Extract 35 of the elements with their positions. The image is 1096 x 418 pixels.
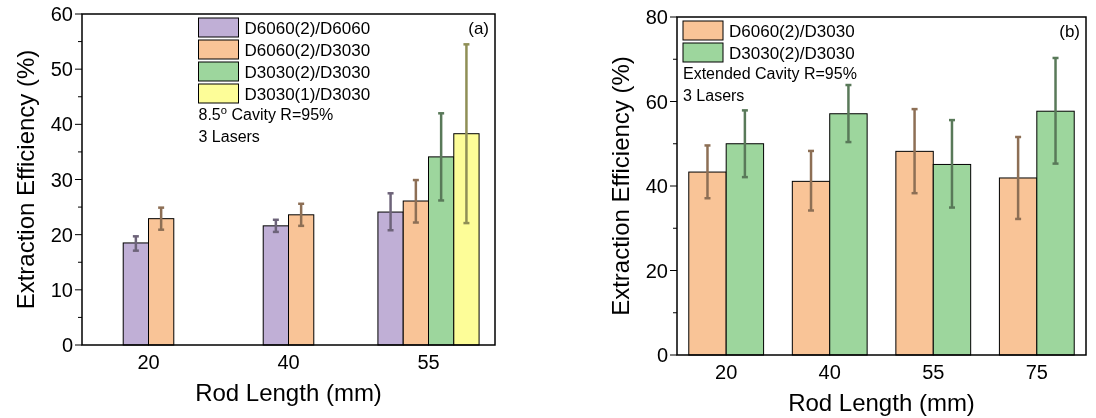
y-tick-label: 0 xyxy=(656,344,668,366)
y-tick-label: 50 xyxy=(50,58,73,81)
x-tick-label: 55 xyxy=(417,351,440,373)
y-axis-title: Extraction Efficiency (%) xyxy=(12,49,39,310)
legend-label: D3030(2)/D3030 xyxy=(244,62,371,82)
x-tick-label: 20 xyxy=(137,351,160,373)
x-axis-title: Rod Length (mm) xyxy=(788,389,975,416)
x-tick-label: 40 xyxy=(818,361,841,383)
y-tick-label: 40 xyxy=(50,113,73,136)
y-tick-label: 80 xyxy=(645,6,668,28)
y-axis-title: Extraction Efficiency (%) xyxy=(607,56,634,316)
x-tick-label: 75 xyxy=(1025,361,1048,383)
legend-label: D3030(2)/D3030 xyxy=(729,43,855,63)
legend-label: D6060(2)/D3030 xyxy=(729,21,855,41)
annotation: (a) xyxy=(468,19,489,38)
x-tick-label: 20 xyxy=(715,361,738,383)
annotation: 8.5$^{o}$ Cavity R=95% xyxy=(198,104,334,123)
y-tick-label: 20 xyxy=(645,259,668,282)
annotation: Extended Cavity R=95% xyxy=(683,65,857,82)
legend-label: D3030(1)/D3030 xyxy=(244,84,371,104)
annotation: 3 Lasers xyxy=(198,128,260,145)
y-tick-label: 60 xyxy=(645,90,668,113)
legend-label: D6060(2)/D6060 xyxy=(244,18,371,38)
y-tick-label: 40 xyxy=(645,175,668,197)
y-tick-label: 60 xyxy=(50,3,73,25)
y-tick-label: 20 xyxy=(50,223,73,246)
legend-label: D6060(2)/D3030 xyxy=(244,40,371,60)
x-axis-title: Rod Length (mm) xyxy=(195,379,382,406)
x-tick-label: 55 xyxy=(922,361,945,383)
x-tick-label: 40 xyxy=(277,351,300,373)
annotation: 3 Lasers xyxy=(683,87,745,104)
y-tick-label: 10 xyxy=(50,278,73,301)
y-tick-label: 30 xyxy=(50,168,73,191)
annotation: (b) xyxy=(1059,22,1080,41)
y-tick-label: 0 xyxy=(61,334,73,356)
